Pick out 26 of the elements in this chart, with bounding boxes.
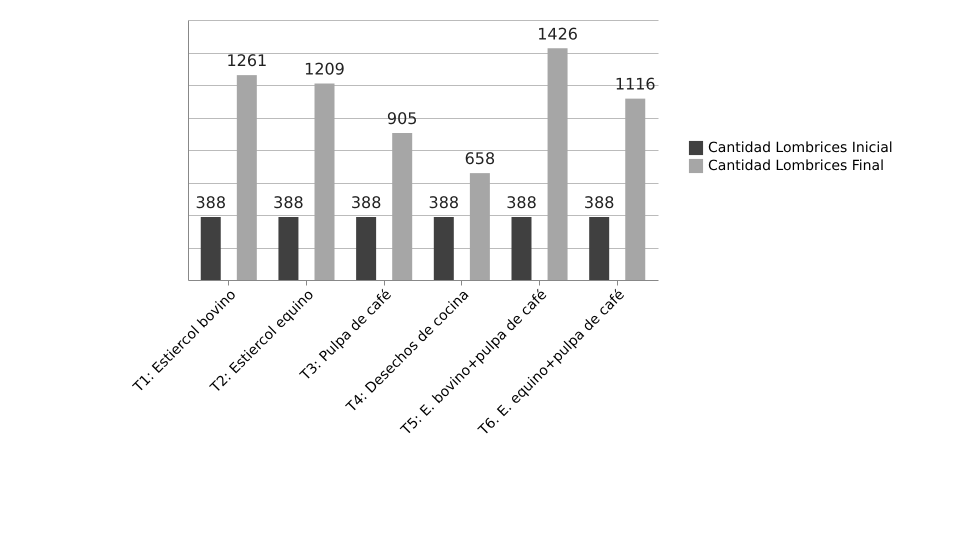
data-label: 388	[506, 192, 537, 212]
bar	[314, 84, 335, 280]
legend-label: Cantidad Lombrices Final	[708, 158, 884, 174]
bar	[548, 48, 568, 280]
data-label: 658	[464, 149, 496, 168]
legend-label: Cantidad Lombrices Inicial	[708, 140, 893, 156]
data-label: 1209	[304, 60, 345, 79]
bar	[511, 216, 532, 280]
data-label: 388	[584, 192, 614, 212]
bar	[392, 132, 412, 280]
data-label: 905	[386, 108, 418, 128]
bar	[200, 216, 221, 280]
data-label: 388	[195, 192, 226, 212]
data-label: 388	[350, 192, 382, 212]
data-label: 388	[273, 192, 304, 212]
bar	[356, 216, 376, 280]
data-label: 388	[428, 192, 460, 212]
bar	[434, 216, 454, 280]
bar	[470, 173, 490, 280]
data-label: 1116	[614, 74, 656, 94]
bar	[589, 216, 610, 280]
data-label: 1261	[226, 51, 268, 70]
bar	[278, 216, 298, 280]
data-label: 1426	[537, 24, 578, 44]
bar	[625, 98, 646, 280]
bar	[236, 75, 257, 280]
